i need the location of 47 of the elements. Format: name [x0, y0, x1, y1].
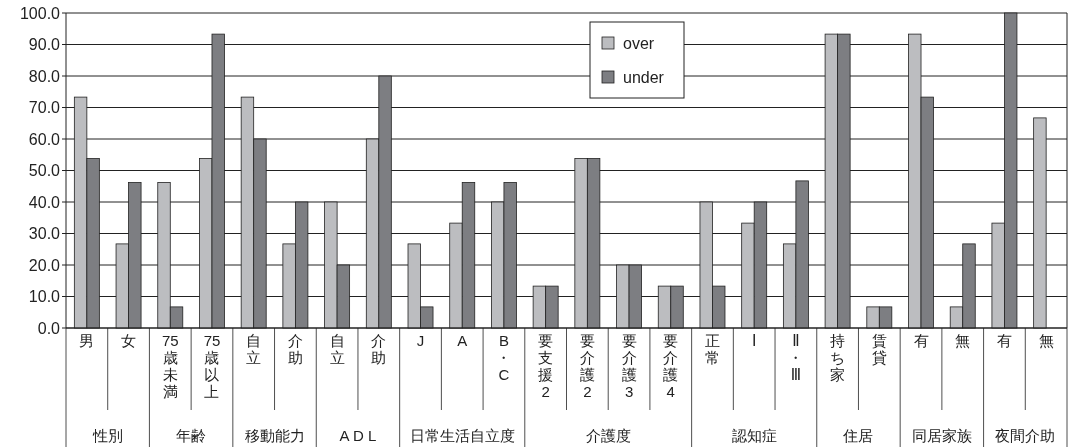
text: 住居 — [842, 427, 874, 444]
text: 同居家族 — [911, 427, 972, 444]
x-tick-label: A — [457, 332, 468, 349]
x-tick-label: 女 — [121, 332, 137, 349]
y-tick-label: 40.0 — [28, 193, 61, 211]
x-tick-label: 男 — [79, 332, 95, 349]
x-tick-label: 自立 — [246, 332, 262, 366]
text: 年齢 — [176, 427, 207, 444]
legend-label: under — [623, 68, 665, 86]
text: 移動能力 — [244, 427, 305, 444]
x-tick-label: 介助 — [371, 332, 387, 366]
legend-label: over — [623, 34, 655, 52]
x-tick-label: Ⅰ — [751, 332, 757, 349]
x-tick-label: 要介護2 — [579, 332, 595, 400]
y-tick-label: 70.0 — [28, 99, 61, 117]
text: 認知症 — [731, 427, 777, 444]
x-tick-label: J — [416, 332, 425, 349]
x-tick-label: 要支援2 — [538, 332, 554, 400]
x-tick-label: 無 — [955, 332, 971, 349]
x-tick-label: 無 — [1038, 332, 1054, 349]
text: 夜間介助 — [995, 427, 1056, 444]
x-tick-label: Ⅱ・Ⅲ — [788, 332, 804, 383]
x-tick-label: B・C — [496, 332, 512, 383]
text: 日常生活自立度 — [409, 427, 515, 444]
y-tick-label: 90.0 — [28, 36, 61, 54]
x-tick-label: 介助 — [287, 332, 303, 366]
x-tick-label: 有 — [996, 332, 1012, 349]
y-tick-label: 10.0 — [28, 288, 61, 306]
text: 介護度 — [585, 427, 631, 444]
x-tick-label: 有 — [913, 332, 929, 349]
text: 性別 — [91, 427, 123, 444]
x-tick-label: 要介護3 — [621, 332, 637, 400]
y-tick-label: 50.0 — [28, 162, 61, 180]
x-tick-label: 賃貸 — [871, 332, 887, 366]
y-tick-label: 20.0 — [28, 256, 61, 274]
y-tick-label: 100.0 — [19, 4, 61, 22]
text: A D L — [339, 427, 377, 444]
x-tick-label: 正常 — [704, 332, 720, 366]
y-tick-label: 0.0 — [37, 319, 61, 337]
y-tick-label: 30.0 — [28, 225, 61, 243]
y-tick-label: 60.0 — [28, 130, 61, 148]
y-tick-label: 80.0 — [28, 67, 61, 85]
x-tick-label: 持ち家 — [830, 332, 846, 383]
x-tick-label: 要介護4 — [663, 332, 679, 400]
x-tick-label: 自立 — [329, 332, 345, 366]
x-tick-label: 75歳未満 — [161, 332, 179, 400]
x-tick-label: 75歳以上 — [203, 332, 221, 400]
